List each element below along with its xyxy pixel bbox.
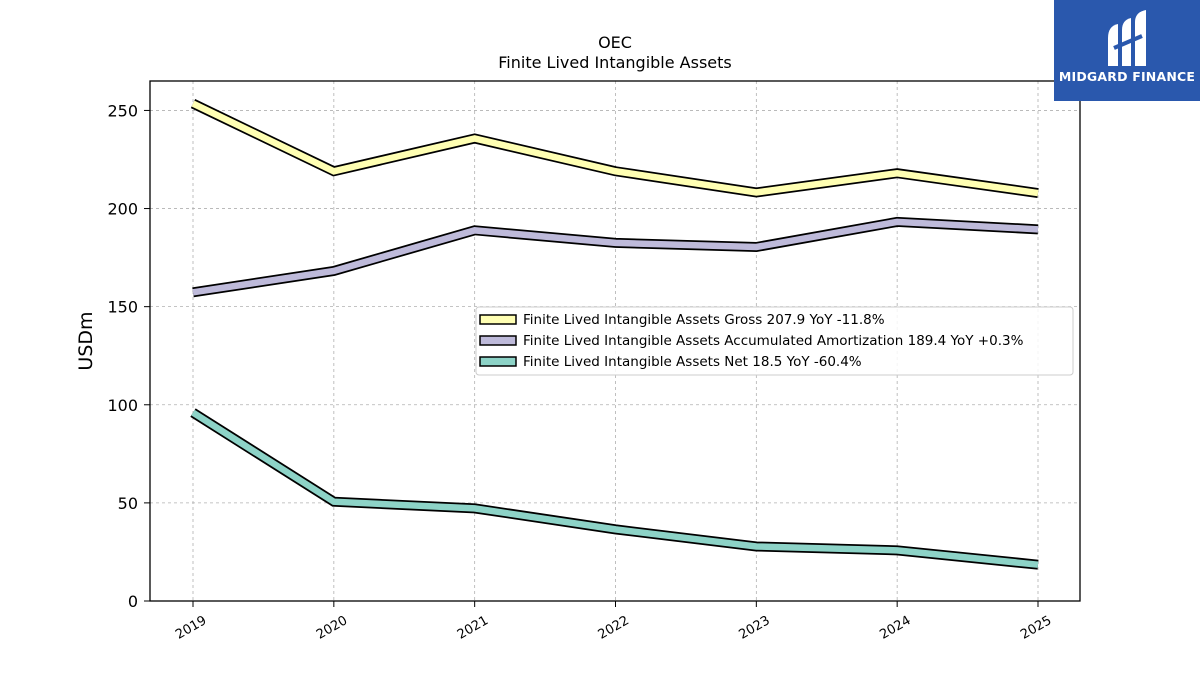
x-tick-label: 2023: [737, 613, 773, 643]
x-tick-label: 2021: [455, 613, 491, 643]
legend-label: Finite Lived Intangible Assets Accumulat…: [523, 333, 1024, 349]
x-tick-label: 2024: [877, 613, 913, 643]
legend-label: Finite Lived Intangible Assets Gross 207…: [523, 312, 885, 328]
y-axis: 0 50 100 150 200 250: [107, 101, 150, 611]
y-tick-label: 0: [128, 592, 138, 611]
midgard-logo-icon: [1108, 10, 1146, 66]
x-tick-label: 2025: [1018, 613, 1054, 643]
series-layer: [190, 99, 1039, 570]
series-line: [191, 409, 1039, 568]
chart-title: OEC: [598, 33, 632, 52]
x-tick-label: 2020: [314, 613, 350, 643]
legend-swatch: [479, 356, 517, 367]
brand-logo: MIDGARD FINANCE: [1054, 0, 1200, 101]
x-tick-label: 2022: [596, 613, 632, 643]
y-tick-label: 250: [107, 101, 138, 120]
legend-swatch: [479, 335, 517, 346]
legend-swatch: [479, 314, 517, 325]
brand-name: MIDGARD FINANCE: [1058, 69, 1196, 84]
x-axis: 2019 2020 2021 2022 2023 2024 2025: [173, 601, 1054, 643]
chart-subtitle: Finite Lived Intangible Assets: [498, 53, 731, 72]
legend-label: Finite Lived Intangible Assets Net 18.5 …: [523, 354, 862, 370]
legend: Finite Lived Intangible Assets Gross 207…: [475, 306, 1074, 376]
legend-box: [475, 306, 1074, 376]
y-tick-label: 50: [118, 494, 138, 513]
y-axis-label: USDm: [75, 311, 97, 370]
series-line: [192, 218, 1039, 296]
y-tick-label: 200: [107, 200, 138, 219]
y-tick-label: 150: [107, 298, 138, 317]
x-tick-label: 2019: [173, 613, 209, 643]
series-line: [191, 100, 1039, 197]
y-tick-label: 100: [107, 396, 138, 415]
